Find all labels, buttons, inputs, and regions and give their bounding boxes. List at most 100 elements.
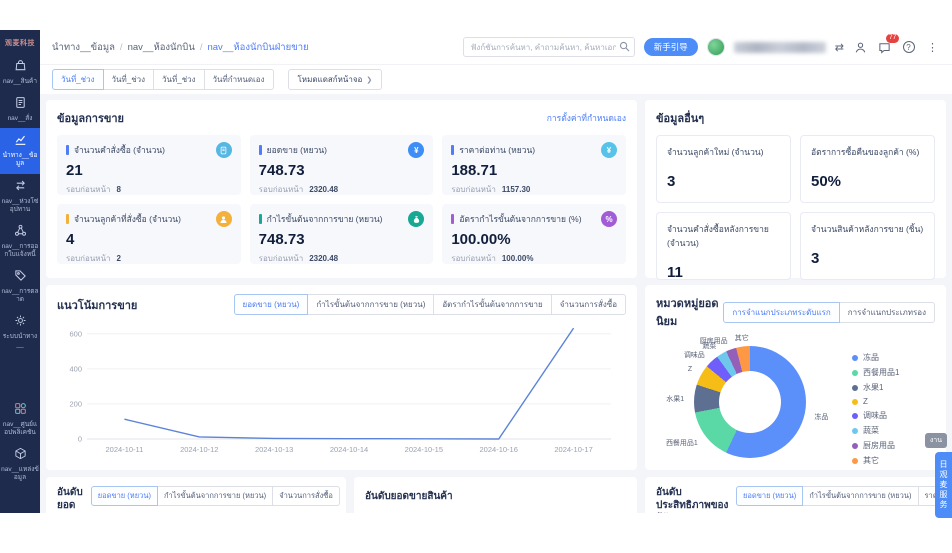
sales-yen-icon: ¥ bbox=[408, 142, 424, 158]
date-range-tab-1[interactable]: วันที่_ช่วง bbox=[103, 69, 155, 90]
breadcrumb-separator: / bbox=[120, 42, 123, 53]
legend-label: 其它 bbox=[863, 455, 879, 466]
date-range-tab-0[interactable]: วันที่_ช่วง bbox=[52, 69, 104, 90]
legend-dot bbox=[852, 385, 858, 391]
stat-card-0: จำนวนคำสั่งซื้อ (จำนวน)21รอบก่อนหน้า8 bbox=[57, 135, 241, 195]
apps-icon bbox=[14, 402, 27, 420]
donut-slice-label: 水果1 bbox=[666, 394, 684, 404]
category-tab-0[interactable]: การจำแนกประเภทระดับแรก bbox=[723, 302, 839, 323]
sales-data-panel: ข้อมูลการขาย การตั้งค่าที่กำหนดเอง จำนวน… bbox=[46, 100, 637, 278]
service-float-button[interactable]: 日观麦服务 bbox=[935, 452, 952, 518]
sidebar-item-7[interactable]: nav__ศูนย์แอปพลิเคชัน bbox=[0, 397, 40, 442]
svg-text:200: 200 bbox=[69, 399, 82, 408]
stat-card-title: อัตรากำไรขั้นต้นจากการขาย (%) bbox=[459, 212, 581, 226]
trend-tab-1[interactable]: กำไรขั้นต้นจากการขาย (หยวน) bbox=[307, 294, 434, 315]
manager-rank-tab-1[interactable]: กำไรขั้นต้นจากการขาย (หยวน) bbox=[802, 486, 918, 506]
sidebar-item-0[interactable]: nav__สินค้า bbox=[0, 54, 40, 91]
stat-card-4: กำไรขั้นต้นจากการขาย (หยวน)748.73รอบก่อน… bbox=[250, 204, 434, 264]
fullscreen-mode-button[interactable]: โหมดแดสก์หน้าจอ ❯ bbox=[288, 69, 383, 90]
stat-card-previous: รอบก่อนหน้า2 bbox=[66, 252, 232, 265]
manager-rank-tab-0[interactable]: ยอดขาย (หยวน) bbox=[736, 486, 803, 506]
sidebar-item-2[interactable]: นำทาง__ข้อมูล bbox=[0, 128, 40, 173]
trend-tab-2[interactable]: อัตรากำไรขั้นต้นจากการขาย bbox=[433, 294, 551, 315]
donut-slice-label: 调味品 bbox=[684, 350, 705, 360]
stat-card-previous: รอบก่อนหน้า100.00% bbox=[451, 252, 617, 265]
other-card-value: 3 bbox=[811, 250, 924, 267]
legend-dot bbox=[852, 399, 858, 405]
manager-rank-panel: อันดับประสิทธิภาพของผู้จัดการ ยอดขาย (หย… bbox=[645, 477, 952, 513]
svg-text:2024-10-16: 2024-10-16 bbox=[480, 445, 518, 454]
sidebar-item-8[interactable]: nav__แหล่งข้อมูล bbox=[0, 442, 40, 487]
messages-icon[interactable]: 77 bbox=[877, 40, 892, 55]
bag-icon bbox=[14, 59, 27, 77]
support-agent-icon[interactable] bbox=[853, 40, 868, 55]
date-range-tab-2[interactable]: วันที่_ช่วง bbox=[153, 69, 205, 90]
trend-tab-0[interactable]: ยอดขาย (หยวน) bbox=[234, 294, 309, 315]
card-accent-bar bbox=[259, 145, 262, 155]
legend-item-1[interactable]: 西餐用品1 bbox=[852, 367, 899, 378]
other-stat-card-0: จำนวนลูกค้าใหม่ (จำนวน)3 bbox=[656, 135, 791, 203]
legend-label: 冻品 bbox=[863, 352, 879, 363]
legend-item-0[interactable]: 冻品 bbox=[852, 352, 899, 363]
sidebar-item-5[interactable]: nav__การตลาด bbox=[0, 264, 40, 309]
svg-text:2024-10-15: 2024-10-15 bbox=[405, 445, 443, 454]
other-stat-card-1: อัตราการซื้อคืนของลูกค้า (%)50% bbox=[800, 135, 935, 203]
search-input[interactable] bbox=[463, 37, 635, 57]
seller-rank-title: อันดับยอดขายของผู้ขาย bbox=[57, 486, 83, 513]
avatar[interactable] bbox=[707, 38, 725, 56]
sidebar: 观麦科技 nav__สินค้าnav__สั่งนำทาง__ข้อมูลna… bbox=[0, 30, 40, 513]
stat-card-previous: รอบก่อนหน้า2320.48 bbox=[259, 252, 425, 265]
date-range-tab-3[interactable]: วันที่กำหนดเอง bbox=[204, 69, 274, 90]
seller-rank-tab-2[interactable]: จำนวนการสั่งซื้อ bbox=[272, 486, 340, 506]
legend-item-3[interactable]: Z bbox=[852, 397, 899, 406]
seller-rank-tab-0[interactable]: ยอดขาย (หยวน) bbox=[91, 486, 158, 506]
svg-text:2024-10-13: 2024-10-13 bbox=[255, 445, 293, 454]
task-float-badge[interactable]: งาน bbox=[925, 433, 947, 448]
product-rank-title: อันดับยอดขายสินค้า bbox=[365, 491, 453, 502]
legend-item-6[interactable]: 厨房用品 bbox=[852, 440, 899, 451]
sidebar-item-4[interactable]: nav__การออกใบแจ้งหนี้ bbox=[0, 219, 40, 264]
breadcrumb-item[interactable]: นำทาง__ข้อมูล bbox=[52, 40, 115, 55]
stat-card-title: ยอดขาย (หยวน) bbox=[267, 143, 327, 157]
stat-card-title: กำไรขั้นต้นจากการขาย (หยวน) bbox=[267, 212, 383, 226]
card-accent-bar bbox=[66, 145, 69, 155]
category-panel-title: หมวดหมู่ยอดนิยม bbox=[656, 294, 723, 330]
beginner-guide-button[interactable]: 新手引导 bbox=[644, 38, 698, 56]
stat-card-value: 100.00% bbox=[451, 231, 617, 248]
top-bar: นำทาง__ข้อมูล / nav__ห้องนักบิน / nav__ห… bbox=[40, 30, 952, 64]
other-card-value: 3 bbox=[667, 173, 780, 190]
supply-icon bbox=[14, 179, 27, 197]
legend-item-5[interactable]: 蔬菜 bbox=[852, 425, 899, 436]
stat-card-3: จำนวนลูกค้าที่สั่งซื้อ (จำนวน)4รอบก่อนหน… bbox=[57, 204, 241, 264]
profit-icon bbox=[408, 211, 424, 227]
seller-rank-tab-1[interactable]: กำไรขั้นต้นจากการขาย (หยวน) bbox=[157, 486, 273, 506]
sidebar-item-6[interactable]: ระบบนำทาง__ bbox=[0, 309, 40, 354]
card-accent-bar bbox=[451, 145, 454, 155]
switch-account-icon[interactable]: ⇄ bbox=[835, 41, 844, 54]
legend-item-2[interactable]: 水果1 bbox=[852, 382, 899, 393]
sidebar-item-label: nav__สั่ง bbox=[8, 115, 33, 123]
app-logo: 观麦科技 bbox=[5, 38, 35, 48]
help-icon[interactable]: ? bbox=[901, 40, 916, 55]
legend-item-4[interactable]: 调味品 bbox=[852, 410, 899, 421]
other-stat-card-2: จำนวนคำสั่งซื้อหลังการขาย (จำนวน)11 bbox=[656, 212, 791, 280]
category-donut-chart: 冻品西餐用品1水果1Z调味品蔬菜厨房用品其它 bbox=[656, 334, 852, 470]
legend-dot bbox=[852, 370, 858, 376]
sales-trend-panel: แนวโน้มการขาย ยอดขาย (หยวน)กำไรขั้นต้นจา… bbox=[46, 285, 637, 470]
trend-tab-3[interactable]: จำนวนการสั่งซื้อ bbox=[551, 294, 626, 315]
breadcrumb-item[interactable]: nav__ห้องนักบิน bbox=[128, 40, 195, 55]
sidebar-item-3[interactable]: nav__ห่วงโซ่อุปทาน bbox=[0, 174, 40, 219]
manager-rank-title: อันดับประสิทธิภาพของผู้จัดการ bbox=[656, 486, 730, 513]
order-count-icon bbox=[216, 142, 232, 158]
other-card-label: จำนวนสินค้าหลังการขาย (ชิ้น) bbox=[811, 222, 924, 236]
stat-card-title: จำนวนลูกค้าที่สั่งซื้อ (จำนวน) bbox=[74, 212, 181, 226]
stat-card-value: 188.71 bbox=[451, 162, 617, 179]
sidebar-item-1[interactable]: nav__สั่ง bbox=[0, 91, 40, 128]
customer-icon bbox=[216, 211, 232, 227]
more-menu-icon[interactable]: ⋮ bbox=[925, 40, 940, 55]
category-tab-1[interactable]: การจำแนกประเภทรอง bbox=[839, 302, 935, 323]
filter-bar: วันที่_ช่วงวันที่_ช่วงวันที่_ช่วงวันที่ก… bbox=[40, 64, 952, 94]
legend-item-7[interactable]: 其它 bbox=[852, 455, 899, 466]
custom-settings-link[interactable]: การตั้งค่าที่กำหนดเอง bbox=[547, 111, 626, 125]
breadcrumb-item-current: nav__ห้องนักบินฝ่ายขาย bbox=[207, 40, 308, 55]
